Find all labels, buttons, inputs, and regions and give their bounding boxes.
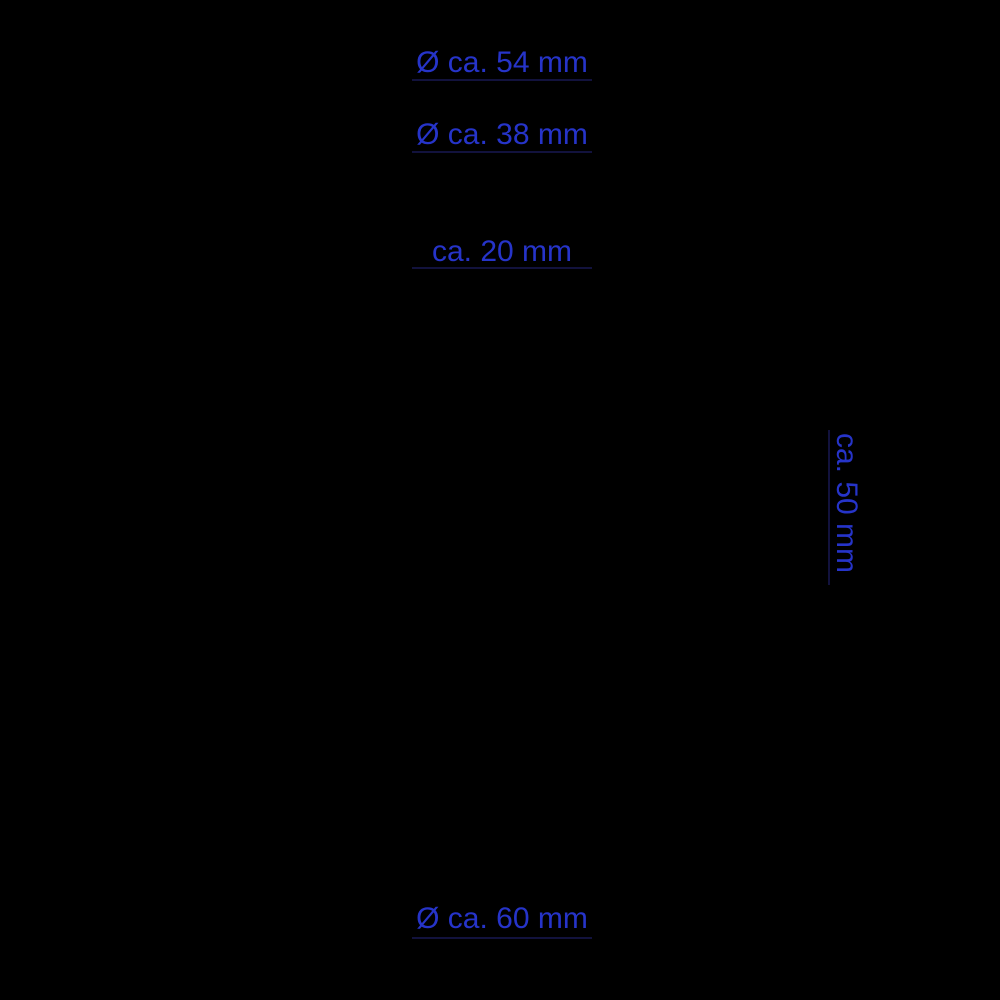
dimension-label-top-diameter: Ø ca. 54 mm bbox=[416, 46, 588, 79]
dimension-line-inner-diameter bbox=[412, 151, 592, 153]
dimension-line-base-diameter bbox=[412, 937, 592, 939]
dimension-label-inner-diameter: Ø ca. 38 mm bbox=[416, 118, 588, 151]
dimension-label-body-height: ca. 50 mm bbox=[830, 432, 863, 574]
dimension-line-body-height bbox=[828, 430, 830, 585]
dimension-label-base-diameter: Ø ca. 60 mm bbox=[416, 902, 588, 935]
dimension-label-upper-height: ca. 20 mm bbox=[431, 235, 573, 268]
dimension-line-upper-height bbox=[412, 267, 592, 269]
dimension-line-top-diameter bbox=[412, 79, 592, 81]
